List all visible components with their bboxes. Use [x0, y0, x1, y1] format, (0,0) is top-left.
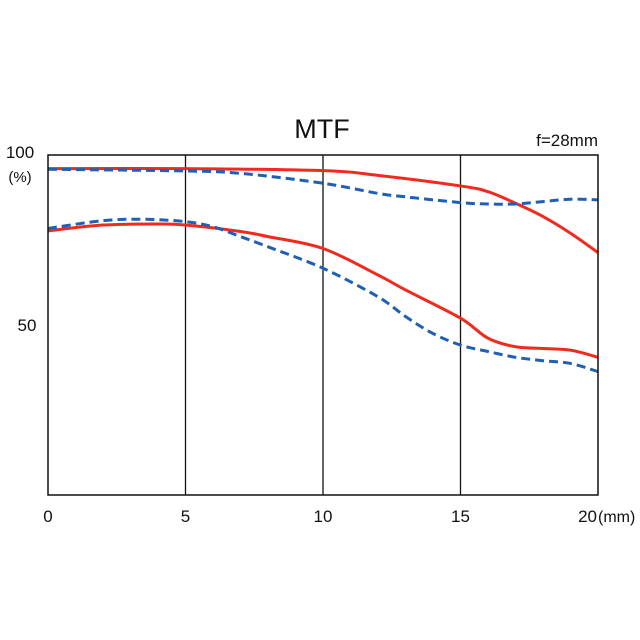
- x-tick-label: 20: [578, 507, 597, 526]
- series-line-dashed-3: [47, 217, 599, 374]
- y-tick-label-100: 100: [6, 143, 34, 162]
- x-tick-label: 0: [43, 507, 52, 526]
- x-axis-unit: (mm): [598, 509, 635, 526]
- x-tick-label: 15: [451, 507, 470, 526]
- series-line-solid-2: [47, 222, 599, 359]
- y-tick-label-50: 50: [18, 316, 37, 335]
- x-tick-label: 10: [314, 507, 333, 526]
- y-axis-unit: (%): [8, 169, 31, 186]
- plot-frame: [47, 154, 599, 496]
- chart-subtitle: f=28mm: [536, 131, 598, 150]
- series-line-dashed-1: [47, 167, 599, 206]
- series-line-solid-0: [47, 166, 599, 254]
- x-tick-label: 5: [181, 507, 190, 526]
- chart-title: MTF: [294, 114, 349, 144]
